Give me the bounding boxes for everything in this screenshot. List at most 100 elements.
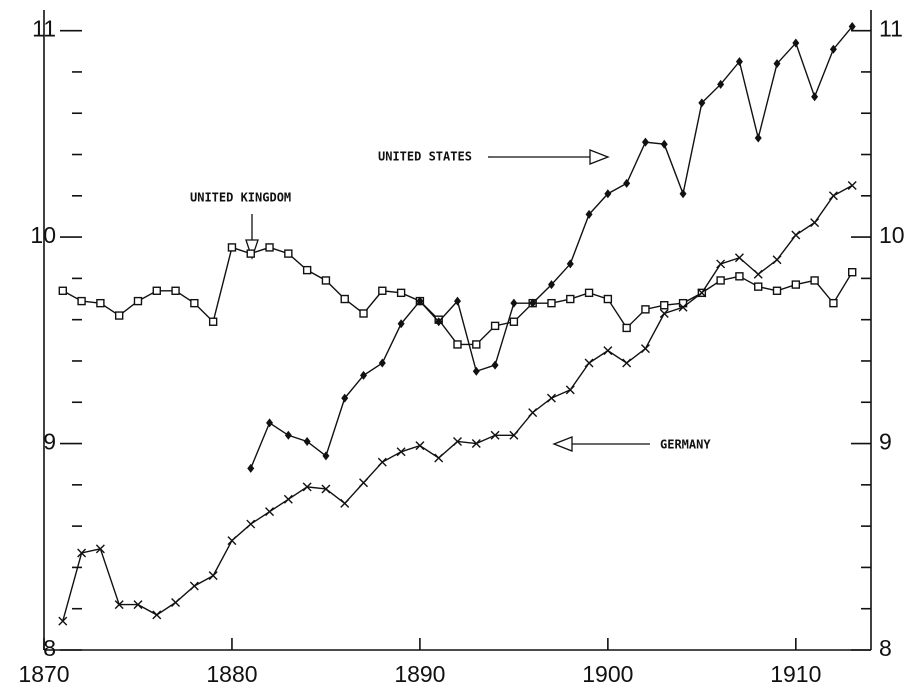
marker [735,57,743,67]
marker [529,298,537,308]
marker [472,366,480,376]
marker [622,323,631,333]
marker [246,249,255,258]
marker [791,280,801,289]
marker [114,600,124,610]
marker [641,137,649,147]
marker [773,59,781,69]
marker [547,280,555,290]
marker [247,463,255,473]
marker [303,436,311,446]
marker [547,298,556,308]
marker [341,393,349,403]
marker [435,317,443,327]
marker [340,498,350,508]
x-tick-label: 1900 [582,661,633,687]
marker [772,255,782,265]
marker [772,286,782,295]
marker [698,98,706,108]
marker [848,267,857,277]
marker [284,430,292,440]
y-tick-label: 10 [30,222,56,248]
marker [566,259,574,269]
marker [58,286,67,295]
marker [735,272,744,281]
marker [321,276,331,285]
marker [114,311,124,320]
marker [396,288,406,298]
marker [58,616,68,626]
y-tick-label: 11 [879,16,903,42]
marker [378,358,386,368]
marker [490,321,500,331]
marker [584,288,594,298]
marker [397,319,405,329]
marker [716,259,726,269]
marker [810,276,819,285]
annotation: UNITED KINGDOM [190,191,291,205]
arrow-head [245,239,259,261]
marker [640,344,650,354]
y-tick-label: 8 [879,635,892,661]
marker [321,484,331,494]
marker [377,457,387,467]
marker [660,139,668,149]
marker [641,305,650,314]
marker [660,301,669,310]
marker [509,317,519,326]
marker [453,436,462,446]
x-tick-label: 1870 [18,661,69,687]
marker [490,430,500,440]
marker [829,298,838,308]
marker [491,360,499,370]
marker [359,309,368,318]
marker [246,519,256,529]
marker [753,269,763,279]
marker [190,298,199,308]
marker [697,288,707,298]
marker [133,600,143,610]
marker [585,209,593,219]
marker [828,191,838,201]
marker [566,294,575,304]
marker [471,439,481,449]
marker [717,79,725,89]
marker [416,296,424,306]
marker [604,189,612,199]
marker [829,44,837,54]
y-tick-label: 8 [43,635,56,661]
marker [302,482,312,492]
marker [152,610,162,620]
x-tick-label: 1910 [770,661,821,687]
marker [360,370,368,380]
marker [359,478,369,488]
marker [152,286,161,295]
marker [623,178,631,188]
marker [811,92,819,102]
marker [340,294,349,304]
marker [302,265,312,275]
marker [396,447,406,457]
marker [453,340,462,349]
arrow-head [589,149,610,165]
marker [659,308,669,318]
marker [716,276,725,285]
marker [603,294,613,304]
series-line [250,26,853,469]
marker [734,253,744,263]
marker [95,544,105,554]
marker [265,507,275,517]
y-tick-label: 9 [43,429,56,455]
marker [678,302,688,312]
marker [848,22,856,32]
y-tick-label: 10 [879,222,905,248]
y-tick-label: 9 [879,429,892,455]
marker [283,494,293,504]
marker [171,286,180,295]
marker [227,243,237,252]
x-tick-label: 1880 [206,661,257,687]
arrow-head [552,436,573,452]
annotation: UNITED STATES [378,150,472,164]
marker [189,581,199,591]
